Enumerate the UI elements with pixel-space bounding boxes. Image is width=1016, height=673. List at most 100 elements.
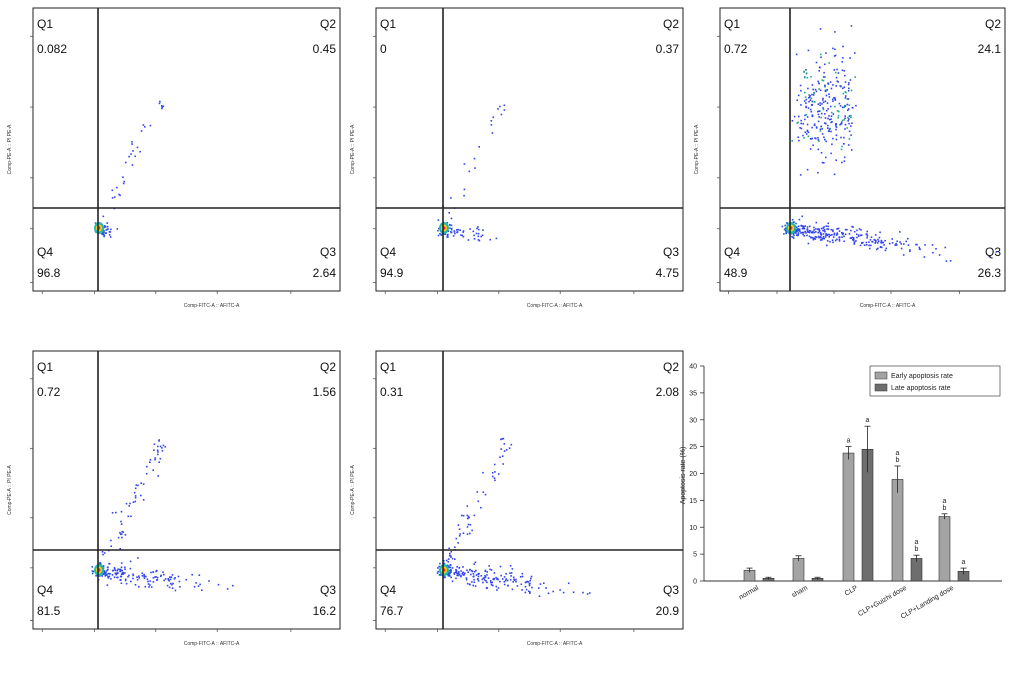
event-dot	[173, 577, 176, 580]
event-dot	[834, 54, 837, 57]
event-dot	[858, 228, 861, 230]
event-dot	[448, 575, 451, 577]
event-dot	[117, 572, 119, 574]
event-dot	[807, 49, 810, 52]
event-dot	[448, 547, 450, 550]
event-dot	[826, 244, 828, 247]
event-dot	[144, 585, 147, 588]
event-dot	[797, 136, 800, 138]
event-dot	[823, 228, 826, 231]
event-dot	[817, 120, 820, 123]
event-dot	[856, 233, 858, 236]
event-dot	[835, 124, 837, 127]
event-dot	[924, 244, 926, 246]
event-dot	[114, 569, 117, 572]
event-dot	[119, 194, 121, 197]
event-dot	[831, 98, 834, 101]
event-dot	[880, 240, 883, 243]
event-dot	[841, 232, 844, 235]
event-dot	[855, 104, 857, 107]
event-dot	[870, 244, 872, 247]
event-dot	[836, 233, 838, 236]
event-dot	[836, 80, 839, 82]
event-dot	[817, 80, 819, 83]
event-dot	[217, 583, 220, 586]
event-dot	[841, 119, 844, 122]
event-dot	[102, 565, 104, 567]
event-dot	[827, 82, 829, 84]
event-dot	[806, 129, 809, 132]
event-dot	[101, 233, 104, 236]
event-dot	[437, 567, 439, 569]
event-dot	[457, 572, 460, 575]
y-tick-label: 0	[693, 579, 697, 586]
event-dot	[124, 534, 127, 536]
event-dot	[852, 239, 855, 242]
y-tick-label: 15	[689, 498, 697, 505]
event-dot	[796, 122, 799, 124]
event-dot	[824, 100, 827, 103]
scatter-points	[436, 437, 591, 597]
event-dot	[161, 105, 163, 107]
event-dot	[848, 130, 851, 133]
q1-value: 0.72	[724, 42, 748, 56]
event-dot	[466, 505, 469, 507]
event-dot	[834, 31, 836, 33]
event-dot	[800, 104, 802, 106]
event-dot	[476, 227, 478, 230]
event-dot	[784, 227, 787, 229]
event-dot	[493, 578, 495, 581]
event-dot	[148, 586, 150, 588]
event-dot	[120, 568, 122, 571]
event-dot	[450, 231, 453, 234]
event-dot	[157, 451, 159, 453]
event-dot	[153, 443, 156, 445]
q3-value: 2.64	[313, 266, 337, 280]
event-dot	[528, 584, 531, 587]
event-dot	[835, 123, 837, 125]
event-dot	[841, 233, 844, 236]
event-dot	[473, 563, 475, 565]
event-dot	[161, 447, 163, 449]
event-dot	[821, 128, 823, 130]
event-dot	[851, 122, 853, 124]
event-dot	[843, 86, 846, 89]
event-dot	[99, 562, 102, 564]
event-dot	[823, 136, 825, 139]
event-dot	[834, 71, 837, 74]
event-dot	[875, 241, 877, 243]
event-dot	[818, 230, 821, 232]
event-dot	[815, 236, 818, 239]
event-dot	[832, 113, 835, 115]
event-dot	[813, 124, 816, 126]
event-dot	[791, 235, 793, 238]
event-dot	[944, 246, 947, 249]
event-dot	[121, 572, 124, 574]
event-dot	[822, 108, 825, 111]
event-dot	[804, 225, 806, 227]
event-dot	[195, 582, 197, 584]
event-dot	[451, 567, 454, 569]
event-dot	[476, 491, 479, 493]
event-dot	[161, 106, 163, 108]
event-dot	[486, 581, 488, 584]
event-dot	[848, 138, 851, 140]
event-dot	[489, 238, 491, 241]
event-dot	[805, 106, 807, 109]
y-tick-label: 5	[693, 552, 697, 559]
event-dot	[142, 124, 145, 126]
event-dot	[841, 106, 844, 109]
event-dot	[538, 595, 541, 597]
event-dot	[822, 235, 825, 238]
event-dot	[804, 76, 806, 79]
event-dot	[817, 139, 820, 141]
event-dot	[830, 118, 832, 120]
event-dot	[497, 108, 499, 110]
x-axis-title: Comp-FITC-A :: AFITC-A	[860, 303, 916, 309]
event-dot	[462, 571, 464, 574]
event-dot	[121, 569, 123, 572]
event-dot	[793, 221, 795, 223]
event-dot	[802, 225, 804, 228]
event-dot	[848, 118, 850, 120]
event-dot	[792, 237, 795, 239]
